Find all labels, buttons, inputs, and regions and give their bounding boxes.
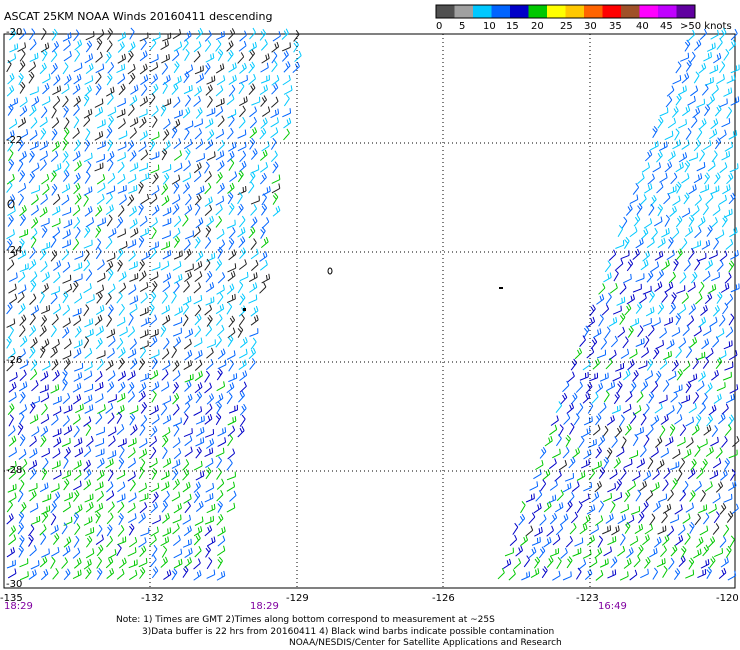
right-satellite-swath <box>497 27 740 581</box>
lat-label-22: -22 <box>6 135 22 146</box>
lat-label-28: -28 <box>6 465 22 476</box>
time-label-left-swath: 18:29 <box>250 601 279 612</box>
map-title: ASCAT 25KM NOAA Winds 20160411 descendin… <box>4 10 272 23</box>
lat-label-24: -24 <box>6 245 22 256</box>
legend-label: 30 <box>584 21 597 32</box>
lat-label-20: -20 <box>6 27 22 38</box>
legend-swatch <box>491 5 511 18</box>
lon-label-135: -135 <box>0 593 23 604</box>
legend-swatch <box>528 5 548 18</box>
note-line-2: 3)Data buffer is 22 hrs from 20160411 4)… <box>142 627 555 637</box>
lat-lon-grid <box>4 34 735 588</box>
lon-label-123: -123 <box>576 593 599 604</box>
map-frame <box>3 33 736 589</box>
lon-label-132: -132 <box>141 593 164 604</box>
legend-label: 35 <box>609 21 622 32</box>
legend-label: 25 <box>560 21 573 32</box>
left-satellite-swath <box>6 27 302 581</box>
time-label-right-swath: 16:49 <box>598 601 627 612</box>
legend-swatch <box>565 5 585 18</box>
legend-swatch <box>473 5 492 18</box>
wind-speed-legend-labels: 0 5 10 15 20 25 30 35 40 45 >50 knots <box>436 21 732 32</box>
legend-swatch <box>454 5 474 18</box>
note-line-3: NOAA/NESDIS/Center for Satellite Applica… <box>289 638 562 648</box>
legend-label: 15 <box>506 21 519 32</box>
note-line-1: Note: 1) Times are GMT 2)Times along bot… <box>116 615 495 625</box>
legend-swatch <box>510 5 529 18</box>
legend-swatch <box>436 5 455 18</box>
lat-label-30: -30 <box>6 579 22 590</box>
legend-label: 20 <box>531 21 544 32</box>
legend-label: 45 <box>660 21 673 32</box>
wind-speed-legend <box>435 4 696 19</box>
legend-swatch <box>676 5 696 18</box>
time-label-left: 18:29 <box>4 601 33 612</box>
legend-label: 0 <box>436 21 442 32</box>
legend-swatch <box>621 5 640 18</box>
legend-swatch <box>547 5 566 18</box>
legend-label: 40 <box>636 21 649 32</box>
legend-swatch <box>602 5 622 18</box>
legend-label: 5 <box>459 21 465 32</box>
legend-label: 10 <box>483 21 496 32</box>
legend-label: >50 knots <box>680 21 732 32</box>
lon-label-120: -120 <box>716 593 739 604</box>
legend-swatch <box>639 5 659 18</box>
legend-swatch <box>658 5 677 18</box>
lat-label-26: -26 <box>6 355 22 366</box>
lon-label-129: -129 <box>286 593 309 604</box>
island-markers <box>7 199 503 311</box>
lon-label-126: -126 <box>432 593 455 604</box>
legend-swatch <box>584 5 603 18</box>
